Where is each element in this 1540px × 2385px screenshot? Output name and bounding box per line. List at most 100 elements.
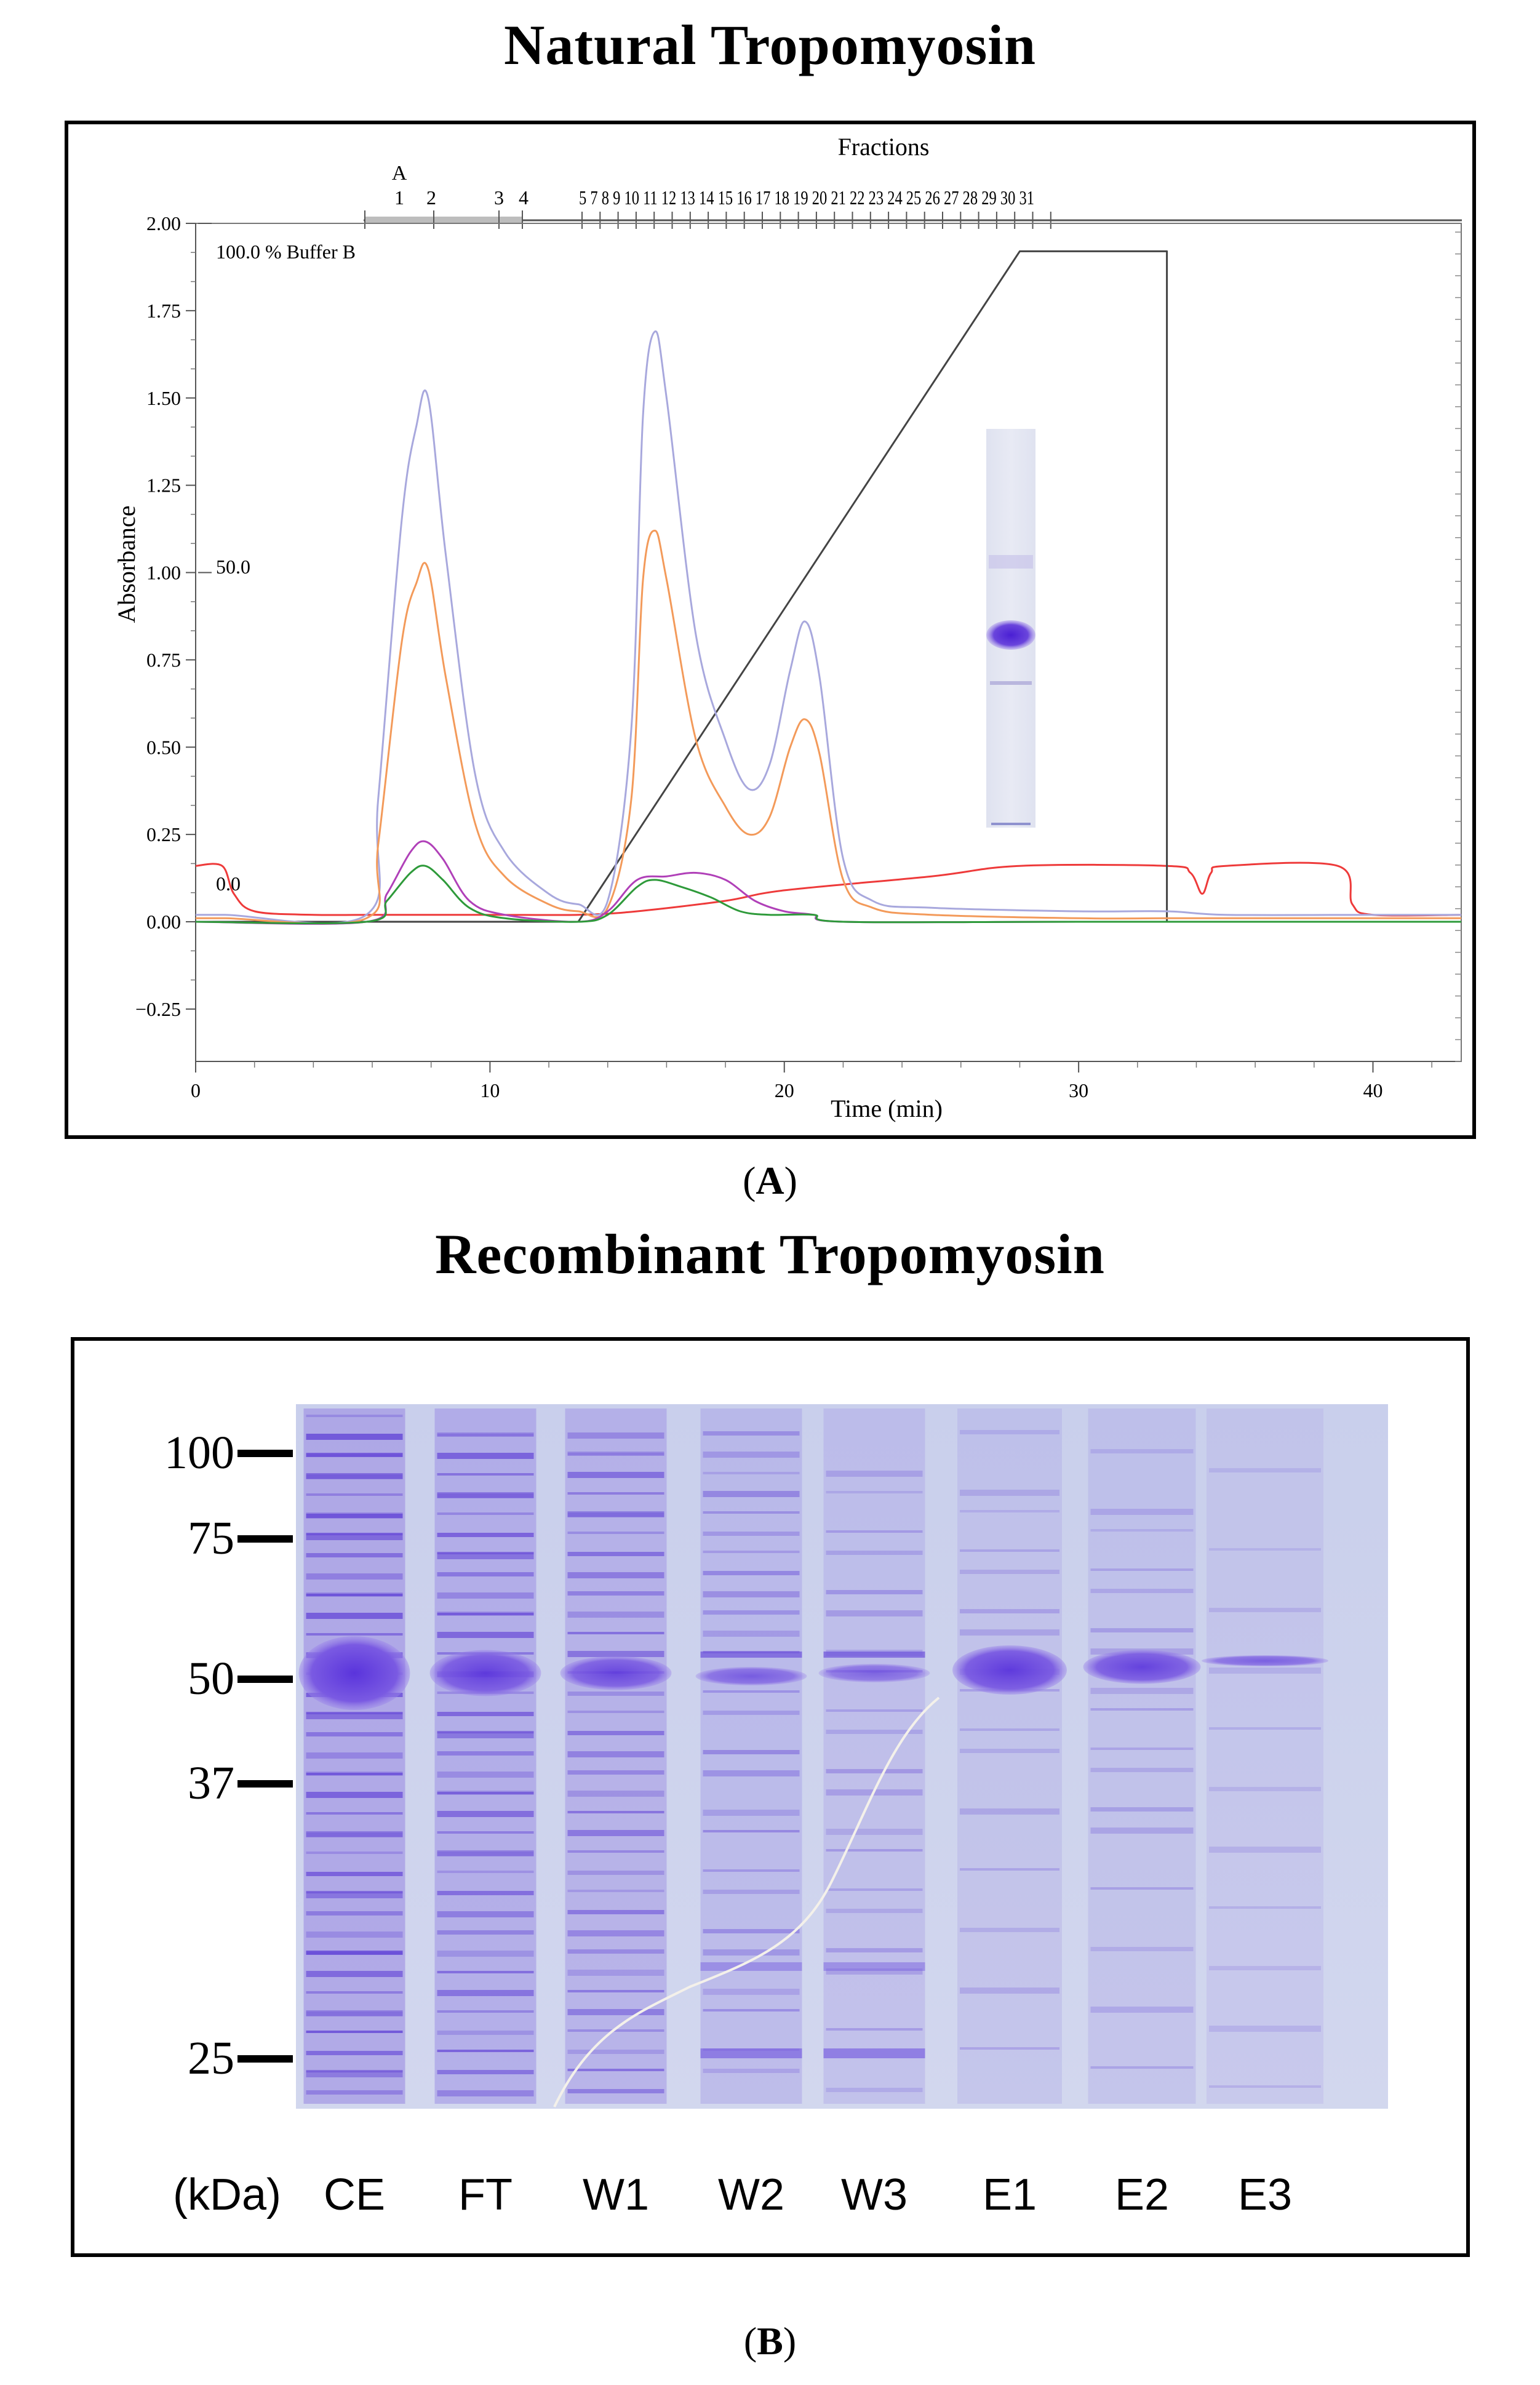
lane-minor-band [960, 1570, 1059, 1574]
lane-minor-band [567, 1591, 664, 1596]
lane-minor-band [1090, 1449, 1194, 1453]
lane-main-band [1083, 1650, 1201, 1684]
lane-minor-band [306, 1891, 403, 1893]
lane-minor-band [437, 1432, 534, 1437]
lane-minor-band [437, 2050, 534, 2052]
marker-label-75: 75 [188, 1512, 234, 1564]
lane-minor-band [437, 1792, 534, 1794]
gel-lane-7 [1083, 1408, 1201, 2104]
lane-minor-band [437, 2031, 534, 2035]
lane-minor-band [306, 2051, 403, 2055]
lane-minor-band [437, 1612, 534, 1616]
lane-minor-band [826, 1530, 923, 1533]
lane-minor-band [306, 1594, 403, 1596]
lane-doublet-band [823, 1652, 925, 1658]
lane-minor-band [437, 2090, 534, 2096]
lane-minor-band [437, 2070, 534, 2074]
fraction-block-early [365, 217, 522, 224]
fraction-number-1: 1 [394, 186, 404, 209]
lane-minor-band [306, 1493, 403, 1496]
lane-minor-band [567, 1890, 664, 1892]
marker-tick-100 [237, 1450, 293, 1457]
lane-minor-band [567, 2050, 664, 2054]
lane-minor-band [437, 1613, 534, 1615]
marker-label-25: 25 [188, 2032, 234, 2084]
panel-b-label: (B) [743, 2319, 797, 2363]
lane-minor-band [567, 1970, 664, 1976]
lane-lower-band [823, 1962, 925, 1971]
lane-minor-band [826, 1491, 923, 1493]
fraction-marker-a: A [392, 162, 407, 185]
lane-label-w1: W1 [583, 2170, 649, 2219]
lane-minor-band [1209, 1468, 1321, 1472]
lane-minor-band [437, 1772, 534, 1778]
lane-minor-band [1209, 1966, 1321, 1970]
lane-minor-band [826, 1849, 923, 1852]
y-tick-label: 1.25 [146, 474, 181, 497]
lane-minor-band [703, 1949, 800, 1956]
lane-minor-band [437, 1553, 534, 1559]
lane-minor-band [567, 1452, 664, 1456]
lane-main-band [429, 1650, 541, 1696]
lane-minor-band [1209, 1787, 1321, 1791]
lane-minor-band [826, 1730, 923, 1734]
lane-minor-band [703, 1631, 800, 1637]
lane-minor-band [826, 2028, 923, 2031]
lane-minor-band [1209, 1548, 1321, 1551]
gel-lane-2 [429, 1408, 541, 2104]
lane-minor-band [703, 1810, 800, 1816]
lane-minor-band [567, 2029, 664, 2032]
lane-lower-band [700, 1962, 802, 1971]
lane-minor-band [703, 1551, 800, 1553]
lane-minor-band [703, 2009, 800, 2011]
lane-minor-band [703, 1491, 800, 1497]
lane-minor-band [826, 1769, 923, 1773]
lane-minor-band [437, 1572, 534, 1576]
lane-minor-band [306, 1613, 403, 1619]
lane-minor-band [960, 1928, 1059, 1932]
lane-minor-band [567, 1432, 664, 1439]
series-line-0 [195, 330, 1461, 925]
gel-lane-4 [695, 1408, 807, 2104]
lane-minor-band [437, 1831, 534, 1834]
lane-minor-band [306, 2031, 403, 2033]
lane-lower-band [823, 2048, 925, 2058]
lane-minor-band [567, 1850, 664, 1853]
y-tick-label: 2.00 [146, 212, 181, 234]
buffer-zero-label: 0.0 [216, 873, 241, 895]
lane-minor-band [1090, 1509, 1194, 1515]
inset-gel-dye-front [991, 823, 1031, 825]
inset-gel-minor-band [990, 681, 1032, 685]
series-line-3 [195, 865, 1461, 925]
gel-lane-8 [1202, 1408, 1328, 2104]
lane-minor-band [1090, 1568, 1194, 1571]
lane-minor-band [437, 1850, 534, 1856]
lane-doublet-band [700, 1652, 802, 1658]
lane-label-e2: E2 [1115, 2170, 1169, 2219]
lane-smear [434, 1408, 537, 2104]
lane-minor-band [437, 1971, 534, 1973]
chromatogram-chart: Fractions A 1 2 3 4 5 7 8 9 10 11 12 13 … [113, 133, 1462, 1122]
lane-minor-band [567, 1692, 664, 1696]
lane-minor-band [567, 1711, 664, 1713]
lane-minor-band [826, 1909, 923, 1913]
lane-minor-band [437, 1911, 534, 1917]
gel-lane-5 [818, 1408, 930, 2104]
y-tick-label: 0.75 [146, 649, 181, 671]
lane-minor-band [1209, 1668, 1321, 1674]
lane-minor-band [960, 1868, 1059, 1871]
lane-minor-band [306, 1752, 403, 1759]
fraction-number-4: 4 [519, 186, 529, 209]
y-tick-label: 1.75 [146, 300, 181, 322]
gel-frame: 100 75 50 37 25 (kDa) CE FT W1 W2 W3 E1 E2 E3 [71, 1337, 1470, 2257]
lane-minor-band [567, 2089, 664, 2093]
marker-label-37: 37 [188, 1757, 234, 1809]
lane-smear [957, 1408, 1062, 2104]
lane-minor-band [437, 1492, 534, 1498]
lane-main-band [952, 1645, 1067, 1695]
lane-lower-band [700, 2048, 802, 2058]
lane-minor-band [567, 1949, 664, 1954]
lane-smear [823, 1408, 925, 2104]
lane-minor-band [306, 2010, 403, 2016]
lane-minor-band [567, 1910, 664, 1914]
